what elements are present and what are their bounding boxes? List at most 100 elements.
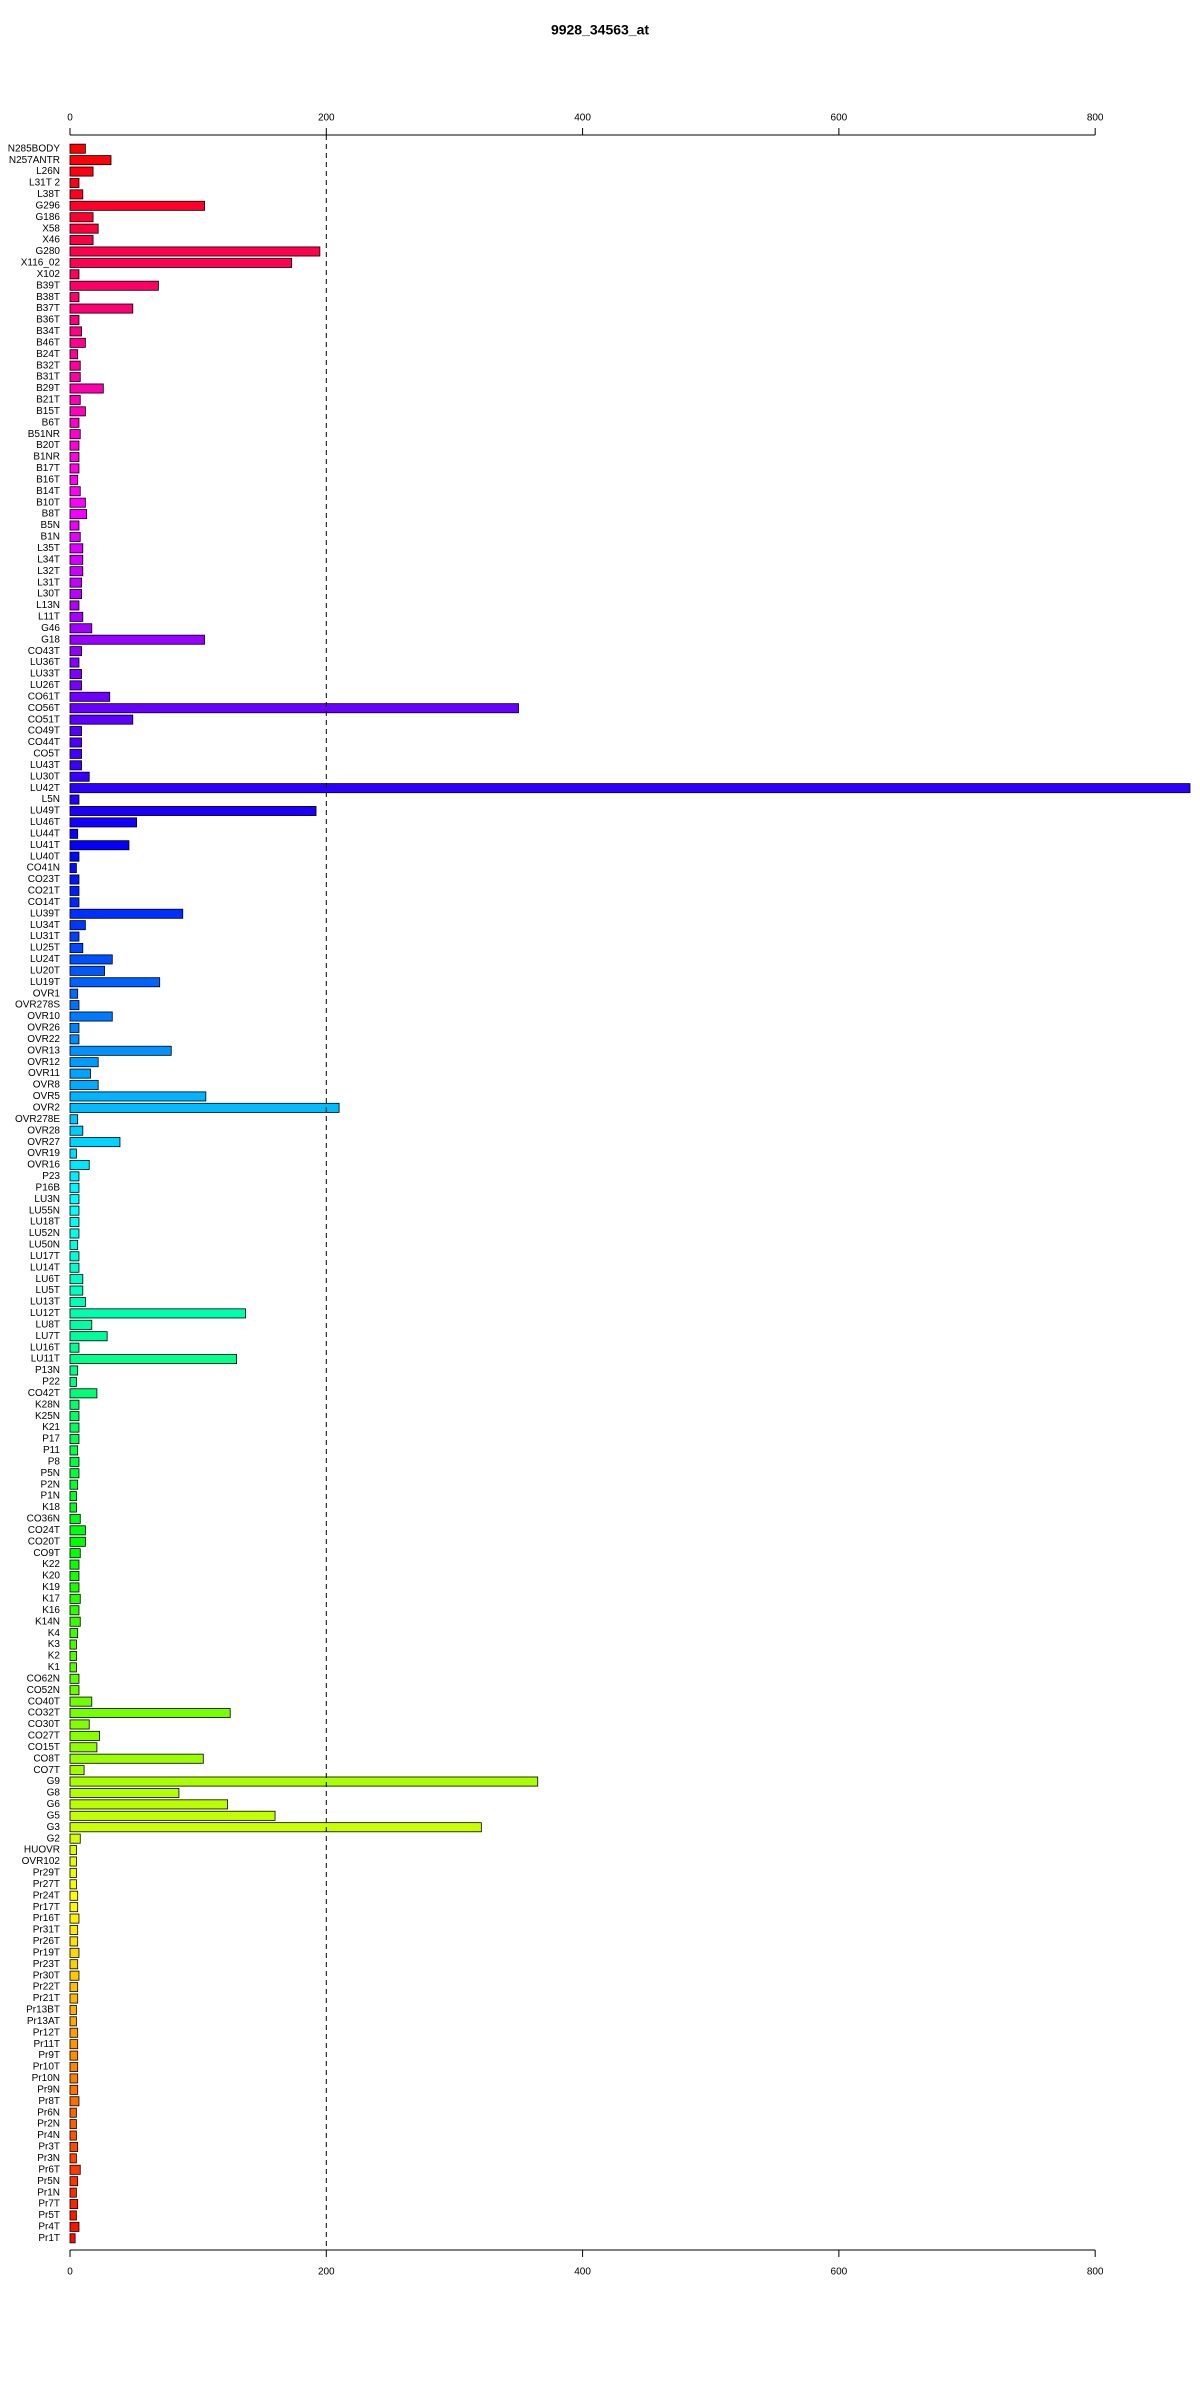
bar <box>69 1593 81 1604</box>
bar <box>69 531 81 542</box>
bar <box>69 1022 80 1033</box>
y-tick-label: B39T <box>36 280 60 291</box>
bar <box>69 1650 77 1661</box>
y-tick-label: LU16T <box>30 1342 60 1353</box>
bar <box>69 874 80 885</box>
bar <box>69 1456 80 1467</box>
y-tick-label: OVR5 <box>33 1091 61 1102</box>
y-tick-label: Pr10T <box>33 2062 60 2073</box>
y-tick-label: K3 <box>48 1639 61 1650</box>
bar <box>69 1536 86 1547</box>
bar <box>69 417 80 428</box>
y-tick-label: K21 <box>42 1422 60 1433</box>
bar <box>69 1422 80 1433</box>
bar <box>69 2153 77 2164</box>
bar <box>69 246 321 257</box>
y-tick-label: LU24T <box>30 954 60 965</box>
bar <box>69 1285 84 1296</box>
bar <box>69 1696 93 1707</box>
bar <box>69 177 80 188</box>
y-tick-label: LU19T <box>30 977 60 988</box>
y-tick-label: Pr1T <box>38 2233 60 2244</box>
y-tick-label: Pr17T <box>33 1902 60 1913</box>
bar <box>69 1639 77 1650</box>
y-tick-label: OVR27 <box>27 1137 60 1148</box>
bar <box>69 1799 229 1810</box>
y-tick-label: Pr10N <box>32 2073 60 2084</box>
bar <box>69 726 82 737</box>
bar <box>69 315 80 325</box>
bar <box>69 1434 80 1444</box>
y-tick-label: G5 <box>47 1810 61 1821</box>
y-tick-label: OVR8 <box>33 1080 61 1091</box>
y-tick-label: K25N <box>35 1411 60 1422</box>
bar <box>69 646 82 657</box>
y-tick-label: B1NR <box>33 452 60 463</box>
bar <box>69 1742 98 1753</box>
y-tick-label: LU7T <box>36 1331 60 1342</box>
y-tick-label: Pr4N <box>37 2130 60 2141</box>
y-tick-label: Pr26T <box>33 1936 60 1947</box>
y-tick-label: B20T <box>36 440 60 451</box>
bar <box>69 406 86 417</box>
bar <box>69 1445 79 1456</box>
y-tick-label: L32T <box>37 566 60 577</box>
bar <box>69 1080 99 1090</box>
bar <box>69 2027 79 2038</box>
bar <box>69 908 184 919</box>
y-tick-label: CO61T <box>28 691 60 702</box>
y-tick-label: OVR2 <box>33 1103 61 1114</box>
y-tick-label: B6T <box>42 417 60 428</box>
y-tick-label: G186 <box>36 212 61 223</box>
bar <box>69 2164 81 2175</box>
bar <box>69 2221 80 2232</box>
y-tick-label: B21T <box>36 395 60 406</box>
y-tick-label: LU31T <box>30 931 60 942</box>
bar <box>69 429 81 440</box>
y-tick-label: OVR28 <box>27 1125 60 1136</box>
bar <box>69 863 77 874</box>
bar <box>69 1411 80 1422</box>
bar <box>69 1856 77 1867</box>
y-tick-label: Pr5T <box>38 2210 60 2221</box>
y-tick-label: CO52N <box>27 1685 60 1696</box>
bar <box>69 1845 77 1856</box>
bar <box>69 1125 84 1136</box>
bar <box>69 497 86 508</box>
bar <box>69 1867 77 1878</box>
bar <box>69 1719 90 1730</box>
bar <box>69 2187 77 2198</box>
y-tick-label: L38T <box>37 189 60 200</box>
bar <box>69 394 81 405</box>
y-tick-label: Pr29T <box>33 1868 60 1879</box>
bar <box>69 1673 80 1684</box>
y-tick-label: K1 <box>48 1662 61 1673</box>
x-tick-label: 800 <box>1087 2267 1104 2278</box>
bar <box>69 292 80 303</box>
y-tick-label: Pr6N <box>37 2107 60 2118</box>
y-tick-label: LU11T <box>31 1354 60 1365</box>
y-tick-label: LU6T <box>36 1274 60 1285</box>
x-tick-label: 400 <box>574 2267 591 2278</box>
y-tick-label: CO32T <box>28 1708 60 1719</box>
bar <box>69 1605 80 1616</box>
bar <box>69 954 113 965</box>
bar <box>69 1182 80 1193</box>
bar <box>69 943 84 953</box>
y-tick-label: Pr16T <box>33 1913 60 1924</box>
y-tick-label: CO49T <box>28 726 60 737</box>
y-tick-label: Pr4T <box>38 2222 60 2233</box>
bar <box>69 828 79 839</box>
y-tick-label: OVR11 <box>28 1068 60 1079</box>
y-tick-label: P5N <box>41 1468 60 1479</box>
y-tick-label: K18 <box>42 1502 60 1513</box>
bar <box>69 1502 77 1513</box>
bar <box>69 1365 79 1376</box>
y-tick-label: Pr6T <box>38 2164 60 2175</box>
bar <box>69 1559 80 1570</box>
y-tick-label: CO41N <box>27 863 60 874</box>
bar <box>69 1194 80 1205</box>
y-tick-label: Pr24T <box>33 1890 60 1901</box>
bar <box>69 554 84 565</box>
x-tick-label: 200 <box>318 113 335 124</box>
